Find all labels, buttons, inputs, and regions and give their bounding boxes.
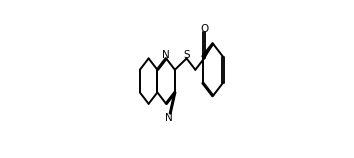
Text: N: N bbox=[162, 50, 170, 60]
Text: O: O bbox=[200, 24, 208, 34]
Text: S: S bbox=[183, 50, 190, 60]
Text: N: N bbox=[165, 113, 173, 123]
